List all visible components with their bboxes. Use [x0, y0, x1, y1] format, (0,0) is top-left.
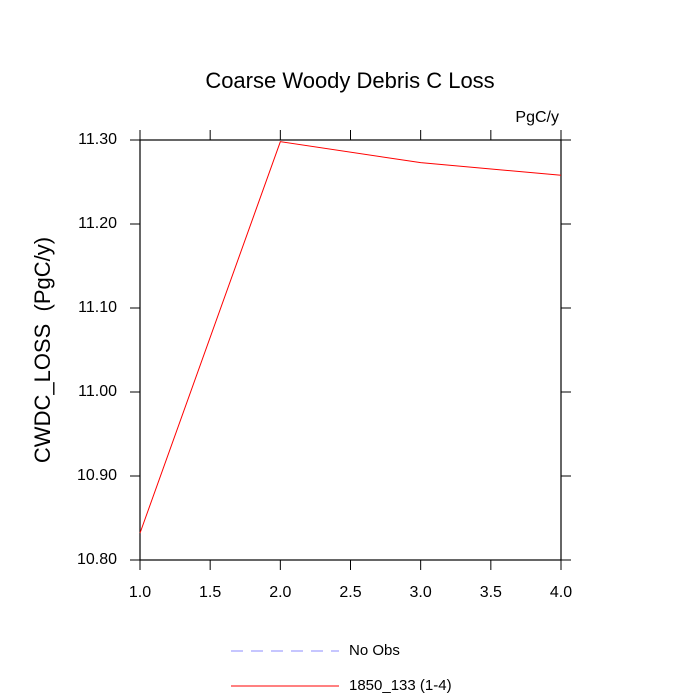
legend-label: 1850_133 (1-4) — [349, 677, 452, 694]
x-tick-label: 3.0 — [410, 584, 432, 601]
plot-frame — [139, 139, 562, 561]
y-axis-label: CWDC_LOSS (PgC/y) — [30, 237, 55, 463]
legend-label: No Obs — [349, 642, 400, 659]
x-tick-label: 2.5 — [339, 584, 361, 601]
x-tick-label: 2.0 — [269, 584, 291, 601]
x-tick-label: 1.5 — [199, 584, 221, 601]
x-tick-label: 1.0 — [129, 584, 151, 601]
x-tick-label: 3.5 — [480, 584, 502, 601]
y-tick-label: 11.30 — [78, 131, 117, 148]
y-tick-label: 10.90 — [77, 467, 117, 484]
y-tick-label: 11.20 — [78, 215, 117, 232]
chart-title: Coarse Woody Debris C Loss — [205, 68, 494, 93]
units-label: PgC/y — [515, 109, 559, 126]
y-tick-label: 10.80 — [77, 551, 117, 568]
y-tick-label: 11.00 — [78, 383, 117, 400]
x-tick-label: 4.0 — [550, 584, 572, 601]
y-tick-label: 11.10 — [78, 299, 117, 316]
series-line — [139, 141, 562, 534]
